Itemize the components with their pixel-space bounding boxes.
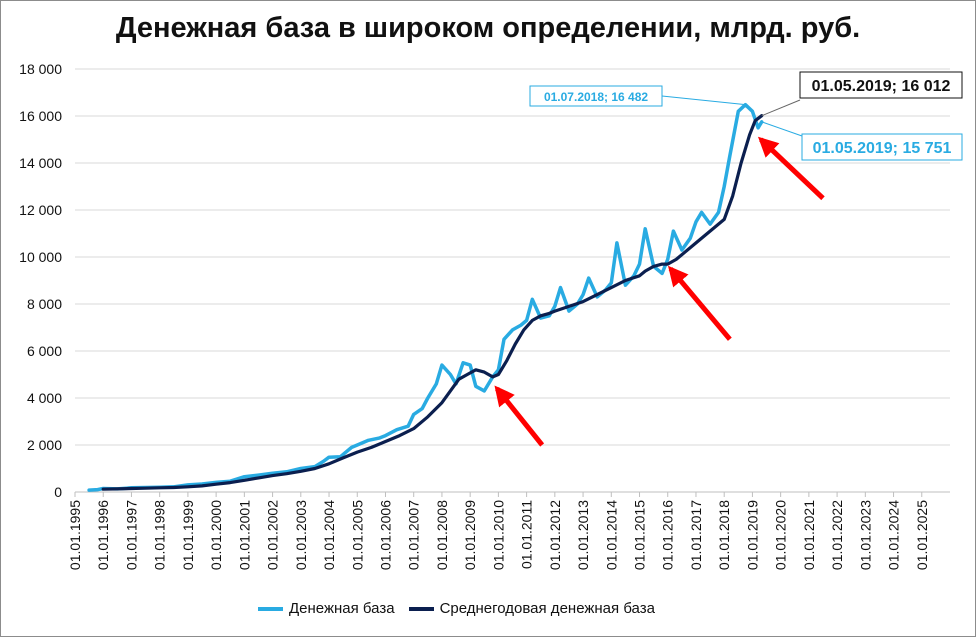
x-tick-label: 01.01.2010: [490, 500, 506, 570]
annotation-leader-last: [761, 121, 803, 137]
x-tick-label: 01.01.2006: [377, 500, 393, 570]
x-tick-label: 01.01.2020: [773, 500, 789, 570]
legend-item-money-base: Денежная база: [258, 600, 395, 617]
x-tick-label: 01.01.2016: [660, 500, 676, 570]
legend-swatch-avg-money-base: [408, 606, 434, 611]
y-tick-label: 18 000: [19, 61, 62, 77]
x-tick-label: 01.01.2018: [716, 500, 732, 570]
x-tick-label: 01.01.2005: [349, 500, 365, 570]
x-tick-label: 01.01.2002: [265, 500, 281, 570]
y-tick-label: 14 000: [19, 155, 62, 171]
y-tick-label: 16 000: [19, 108, 62, 124]
y-tick-label: 12 000: [19, 202, 62, 218]
annotation-box-peak: [529, 85, 663, 107]
annotation-leader-avg: [761, 99, 801, 117]
legend-swatch-money-base: [258, 606, 283, 611]
annotation-label-peak: 01.07.2018; 16 482: [544, 90, 648, 104]
annotation-label-avg: 01.05.2019; 16 012: [812, 78, 951, 95]
annotation-box-last: [801, 133, 963, 161]
red-arrow: [494, 385, 545, 447]
legend-label-money-base: Денежная база: [289, 600, 395, 617]
x-tick-label: 01.01.2021: [801, 500, 817, 570]
x-tick-label: 01.01.2022: [829, 500, 845, 570]
x-tick-label: 01.01.2023: [857, 500, 873, 570]
red-arrow: [667, 265, 732, 341]
x-tick-label: 01.01.1995: [67, 500, 83, 570]
x-tick-label: 01.01.2017: [688, 500, 704, 570]
chart-legend: Денежная база Среднегодовая денежная баз…: [258, 600, 669, 617]
y-tick-label: 8 000: [27, 296, 62, 312]
y-tick-label: 0: [54, 484, 62, 500]
y-tick-label: 4 000: [27, 390, 62, 406]
annotation-leader-peak: [661, 95, 746, 106]
x-tick-label: 01.01.1998: [152, 500, 168, 570]
red-arrow: [757, 136, 825, 201]
x-tick-label: 01.01.2025: [914, 500, 930, 570]
x-tick-label: 01.01.2014: [603, 500, 619, 570]
x-tick-label: 01.01.2024: [886, 500, 902, 570]
y-tick-label: 10 000: [19, 249, 62, 265]
y-tick-label: 6 000: [27, 343, 62, 359]
legend-item-avg-money-base: Среднегодовая денежная база: [408, 600, 655, 617]
x-tick-label: 01.01.2008: [434, 500, 450, 570]
x-tick-label: 01.01.1999: [180, 500, 196, 570]
series-line-avg-money-base: [101, 114, 764, 491]
x-tick-label: 01.01.2004: [321, 500, 337, 570]
annotation-label-last: 01.05.2019; 15 751: [813, 140, 952, 157]
chart-title: Денежная база в широком определении, млр…: [115, 12, 861, 44]
x-tick-label: 01.01.2012: [547, 500, 563, 570]
x-tick-label: 01.01.2011: [519, 500, 535, 569]
x-tick-label: 01.01.2001: [236, 500, 252, 570]
legend-label-avg-money-base: Среднегодовая денежная база: [439, 600, 655, 617]
x-tick-label: 01.01.2015: [632, 500, 648, 570]
x-tick-label: 01.01.2003: [293, 500, 309, 570]
x-tick-label: 01.01.2019: [744, 500, 760, 570]
x-tick-label: 01.01.2009: [462, 500, 478, 570]
x-tick-label: 01.01.2007: [406, 500, 422, 570]
x-tick-label: 01.01.1996: [95, 500, 111, 570]
x-tick-label: 01.01.2000: [208, 500, 224, 570]
annotation-box-avg: [799, 71, 963, 99]
x-tick-label: 01.01.2013: [575, 500, 591, 570]
y-tick-label: 2 000: [27, 437, 62, 453]
x-tick-label: 01.01.1997: [123, 500, 139, 570]
